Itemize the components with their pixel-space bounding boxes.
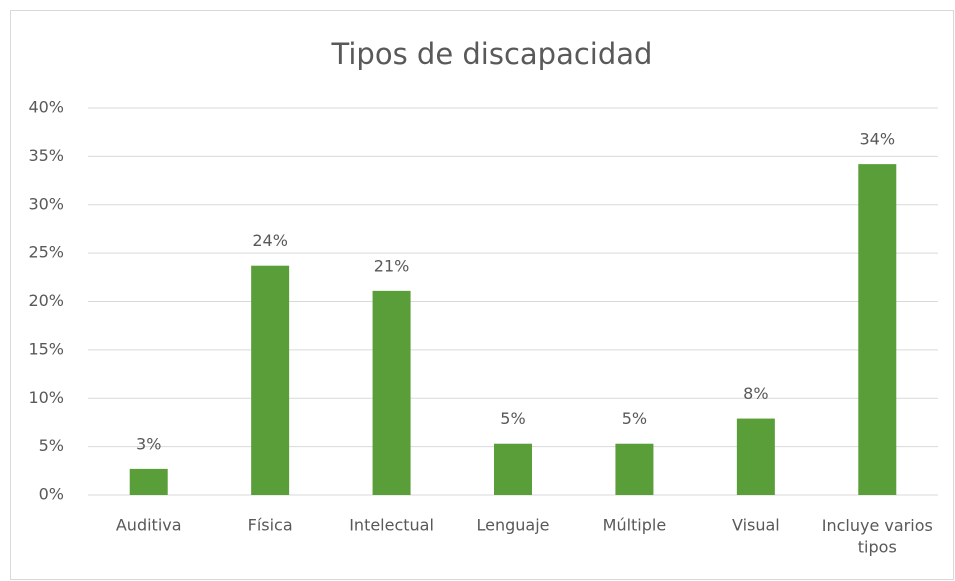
bar	[251, 265, 290, 495]
y-tick-label: 5%	[39, 436, 64, 455]
y-tick-label: 10%	[28, 388, 64, 407]
data-label: 21%	[374, 256, 410, 275]
y-tick-label: 25%	[28, 243, 64, 262]
bar	[615, 443, 654, 495]
x-tick-label: Lenguaje	[476, 516, 549, 535]
y-tick-label: 0%	[39, 485, 64, 504]
data-label: 3%	[136, 434, 161, 453]
data-label: 34%	[860, 130, 896, 149]
bar	[129, 468, 168, 495]
y-tick-label: 15%	[28, 339, 64, 358]
y-tick-label: 35%	[28, 146, 64, 165]
data-label: 5%	[500, 409, 525, 428]
x-tick-label: Intelectual	[349, 516, 434, 535]
data-label: 5%	[622, 409, 647, 428]
x-tick-label: Incluye varios tipos	[822, 516, 933, 557]
data-label: 8%	[743, 384, 768, 403]
data-label: 24%	[252, 231, 288, 250]
x-tick-label: Múltiple	[603, 516, 667, 535]
chart-title: Tipos de discapacidad	[331, 37, 653, 71]
x-tick-label: Auditiva	[116, 516, 182, 535]
bar	[736, 418, 775, 495]
x-tick-label: Física	[248, 516, 293, 535]
bar	[494, 443, 532, 495]
y-tick-label: 20%	[28, 291, 64, 310]
x-tick-label: Visual	[732, 516, 780, 535]
y-tick-label: 40%	[28, 98, 64, 117]
bar	[858, 164, 897, 496]
y-tick-label: 30%	[28, 194, 64, 213]
bar	[372, 290, 411, 495]
